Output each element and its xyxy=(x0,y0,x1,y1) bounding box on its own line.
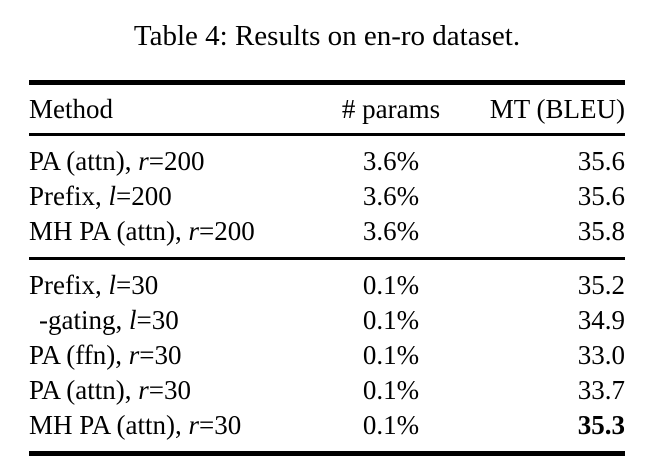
method-cell: Prefix, l=30 xyxy=(29,268,321,303)
method-cell: PA (ffn), r=30 xyxy=(29,338,321,373)
method-math-var: l xyxy=(108,270,116,300)
table-row: Prefix, l=30 0.1% 35.2 xyxy=(29,268,625,303)
method-cell: PA (attn), r=200 xyxy=(29,144,321,179)
method-math-var: l xyxy=(108,181,116,211)
table-row: -gating, l=30 0.1% 34.9 xyxy=(29,303,625,338)
method-cell: -gating, l=30 xyxy=(29,303,321,338)
rule-top xyxy=(29,80,625,85)
params-cell: 3.6% xyxy=(362,181,420,211)
row-group-small-params: Prefix, l=30 0.1% 35.2 -gating, l=30 0.1… xyxy=(29,260,625,451)
bleu-cell: 35.6 xyxy=(577,146,625,176)
bleu-cell: 35.6 xyxy=(577,181,625,211)
method-math-var: r xyxy=(138,146,149,176)
method-math-var: r xyxy=(138,375,149,405)
method-text: =30 xyxy=(116,270,159,300)
method-text: Prefix, xyxy=(29,270,109,300)
method-math-var: r xyxy=(188,216,200,246)
rule-below-header xyxy=(29,133,625,136)
column-header-params: # params xyxy=(341,93,441,124)
column-header-bleu: MT (BLEU) xyxy=(489,93,625,124)
bleu-cell: 35.2 xyxy=(577,270,625,300)
bleu-cell: 33.7 xyxy=(577,375,625,405)
method-text: MH PA (attn), xyxy=(29,410,189,440)
method-text: PA (attn), xyxy=(29,146,139,176)
rule-group-divider xyxy=(29,257,625,260)
table-row: MH PA (attn), r=30 0.1% 35.3 xyxy=(29,408,625,443)
bleu-cell-best: 35.3 xyxy=(577,410,625,440)
params-cell: 3.6% xyxy=(362,216,420,246)
params-cell: 0.1% xyxy=(362,270,420,300)
table-row: PA (ffn), r=30 0.1% 33.0 xyxy=(29,338,625,373)
method-cell: MH PA (attn), r=30 xyxy=(29,408,321,443)
rule-bottom xyxy=(29,451,625,456)
method-text: =30 xyxy=(139,340,182,370)
method-math-var: l xyxy=(128,305,137,335)
table-row: PA (attn), r=200 3.6% 35.6 xyxy=(29,144,625,179)
row-group-large-params: PA (attn), r=200 3.6% 35.6 Prefix, l=200… xyxy=(29,136,625,257)
method-text: =200 xyxy=(148,146,205,176)
bleu-cell: 33.0 xyxy=(577,340,625,370)
method-text: -gating, xyxy=(39,305,129,335)
results-table: Method # params MT (BLEU) PA (attn), r=2… xyxy=(29,80,625,456)
method-cell: Prefix, l=200 xyxy=(29,179,321,214)
bleu-cell: 34.9 xyxy=(577,305,625,335)
table-caption: Table 4: Results on en-ro dataset. xyxy=(133,20,521,52)
table-row: MH PA (attn), r=200 3.6% 35.8 xyxy=(29,214,625,249)
method-text: Prefix, xyxy=(29,181,109,211)
method-cell: MH PA (attn), r=200 xyxy=(29,214,321,249)
table-row: PA (attn), r=30 0.1% 33.7 xyxy=(29,373,625,408)
params-cell: 0.1% xyxy=(362,375,420,405)
method-text: =30 xyxy=(199,410,242,440)
method-text: PA (ffn), xyxy=(29,340,129,370)
method-text: =30 xyxy=(148,375,192,405)
method-cell: PA (attn), r=30 xyxy=(29,373,321,408)
table-header-row: Method # params MT (BLEU) xyxy=(29,85,625,133)
method-math-var: r xyxy=(188,410,200,440)
method-text: =30 xyxy=(136,305,179,335)
params-cell: 0.1% xyxy=(362,410,420,440)
method-text: MH PA (attn), xyxy=(29,216,189,246)
column-header-method: Method xyxy=(29,93,113,124)
bleu-cell: 35.8 xyxy=(577,216,625,246)
method-text: PA (attn), xyxy=(29,375,139,405)
method-text: =200 xyxy=(199,216,255,246)
method-math-var: r xyxy=(128,340,140,370)
params-cell: 0.1% xyxy=(362,305,420,335)
params-cell: 3.6% xyxy=(362,146,420,176)
method-text: =200 xyxy=(116,181,172,211)
table-row: Prefix, l=200 3.6% 35.6 xyxy=(29,179,625,214)
params-cell: 0.1% xyxy=(362,340,420,370)
